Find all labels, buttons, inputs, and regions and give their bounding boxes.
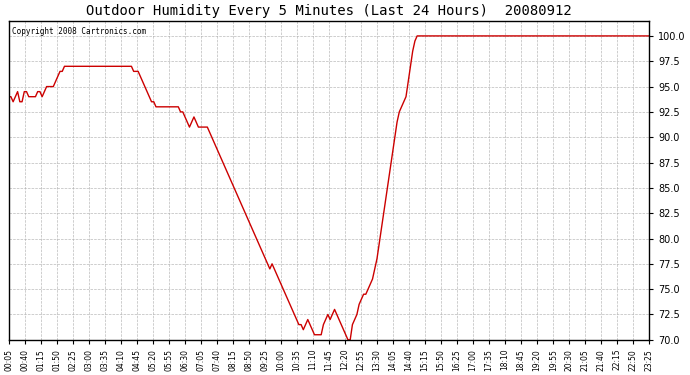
Title: Outdoor Humidity Every 5 Minutes (Last 24 Hours)  20080912: Outdoor Humidity Every 5 Minutes (Last 2… [86,4,572,18]
Text: Copyright 2008 Cartronics.com: Copyright 2008 Cartronics.com [12,27,146,36]
